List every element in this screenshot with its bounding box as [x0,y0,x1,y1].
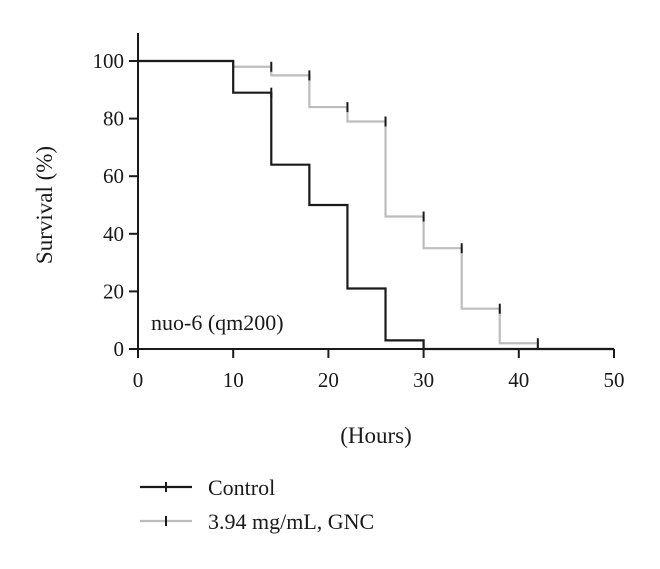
series-line-0 [138,59,614,351]
ticks: 0 20 40 60 80 100 0 10 20 30 40 50 [93,49,625,392]
legend: Control 3.94 mg/mL, GNC [140,475,374,534]
y-tick-label: 80 [103,107,124,131]
x-axis-title: (Hours) [340,423,412,448]
x-tick-label: 30 [413,368,434,392]
x-tick-label: 40 [508,368,529,392]
x-tick-label: 0 [133,368,144,392]
x-tick-label: 20 [318,368,339,392]
series-line-1 [138,59,614,351]
y-tick-label: 0 [114,337,125,361]
y-tick-label: 60 [103,164,124,188]
x-tick-label: 10 [223,368,244,392]
y-tick-label: 40 [103,222,124,246]
strain-annotation: nuo-6 (qm200) [151,310,284,335]
legend-label: Control [208,475,275,500]
y-axis-title: Survival (%) [32,146,57,264]
x-tick-label: 50 [604,368,625,392]
axes [137,33,614,350]
legend-label: 3.94 mg/mL, GNC [208,509,374,534]
y-tick-label: 20 [103,279,124,303]
series-layer [138,59,614,351]
y-tick-label: 100 [93,49,125,73]
